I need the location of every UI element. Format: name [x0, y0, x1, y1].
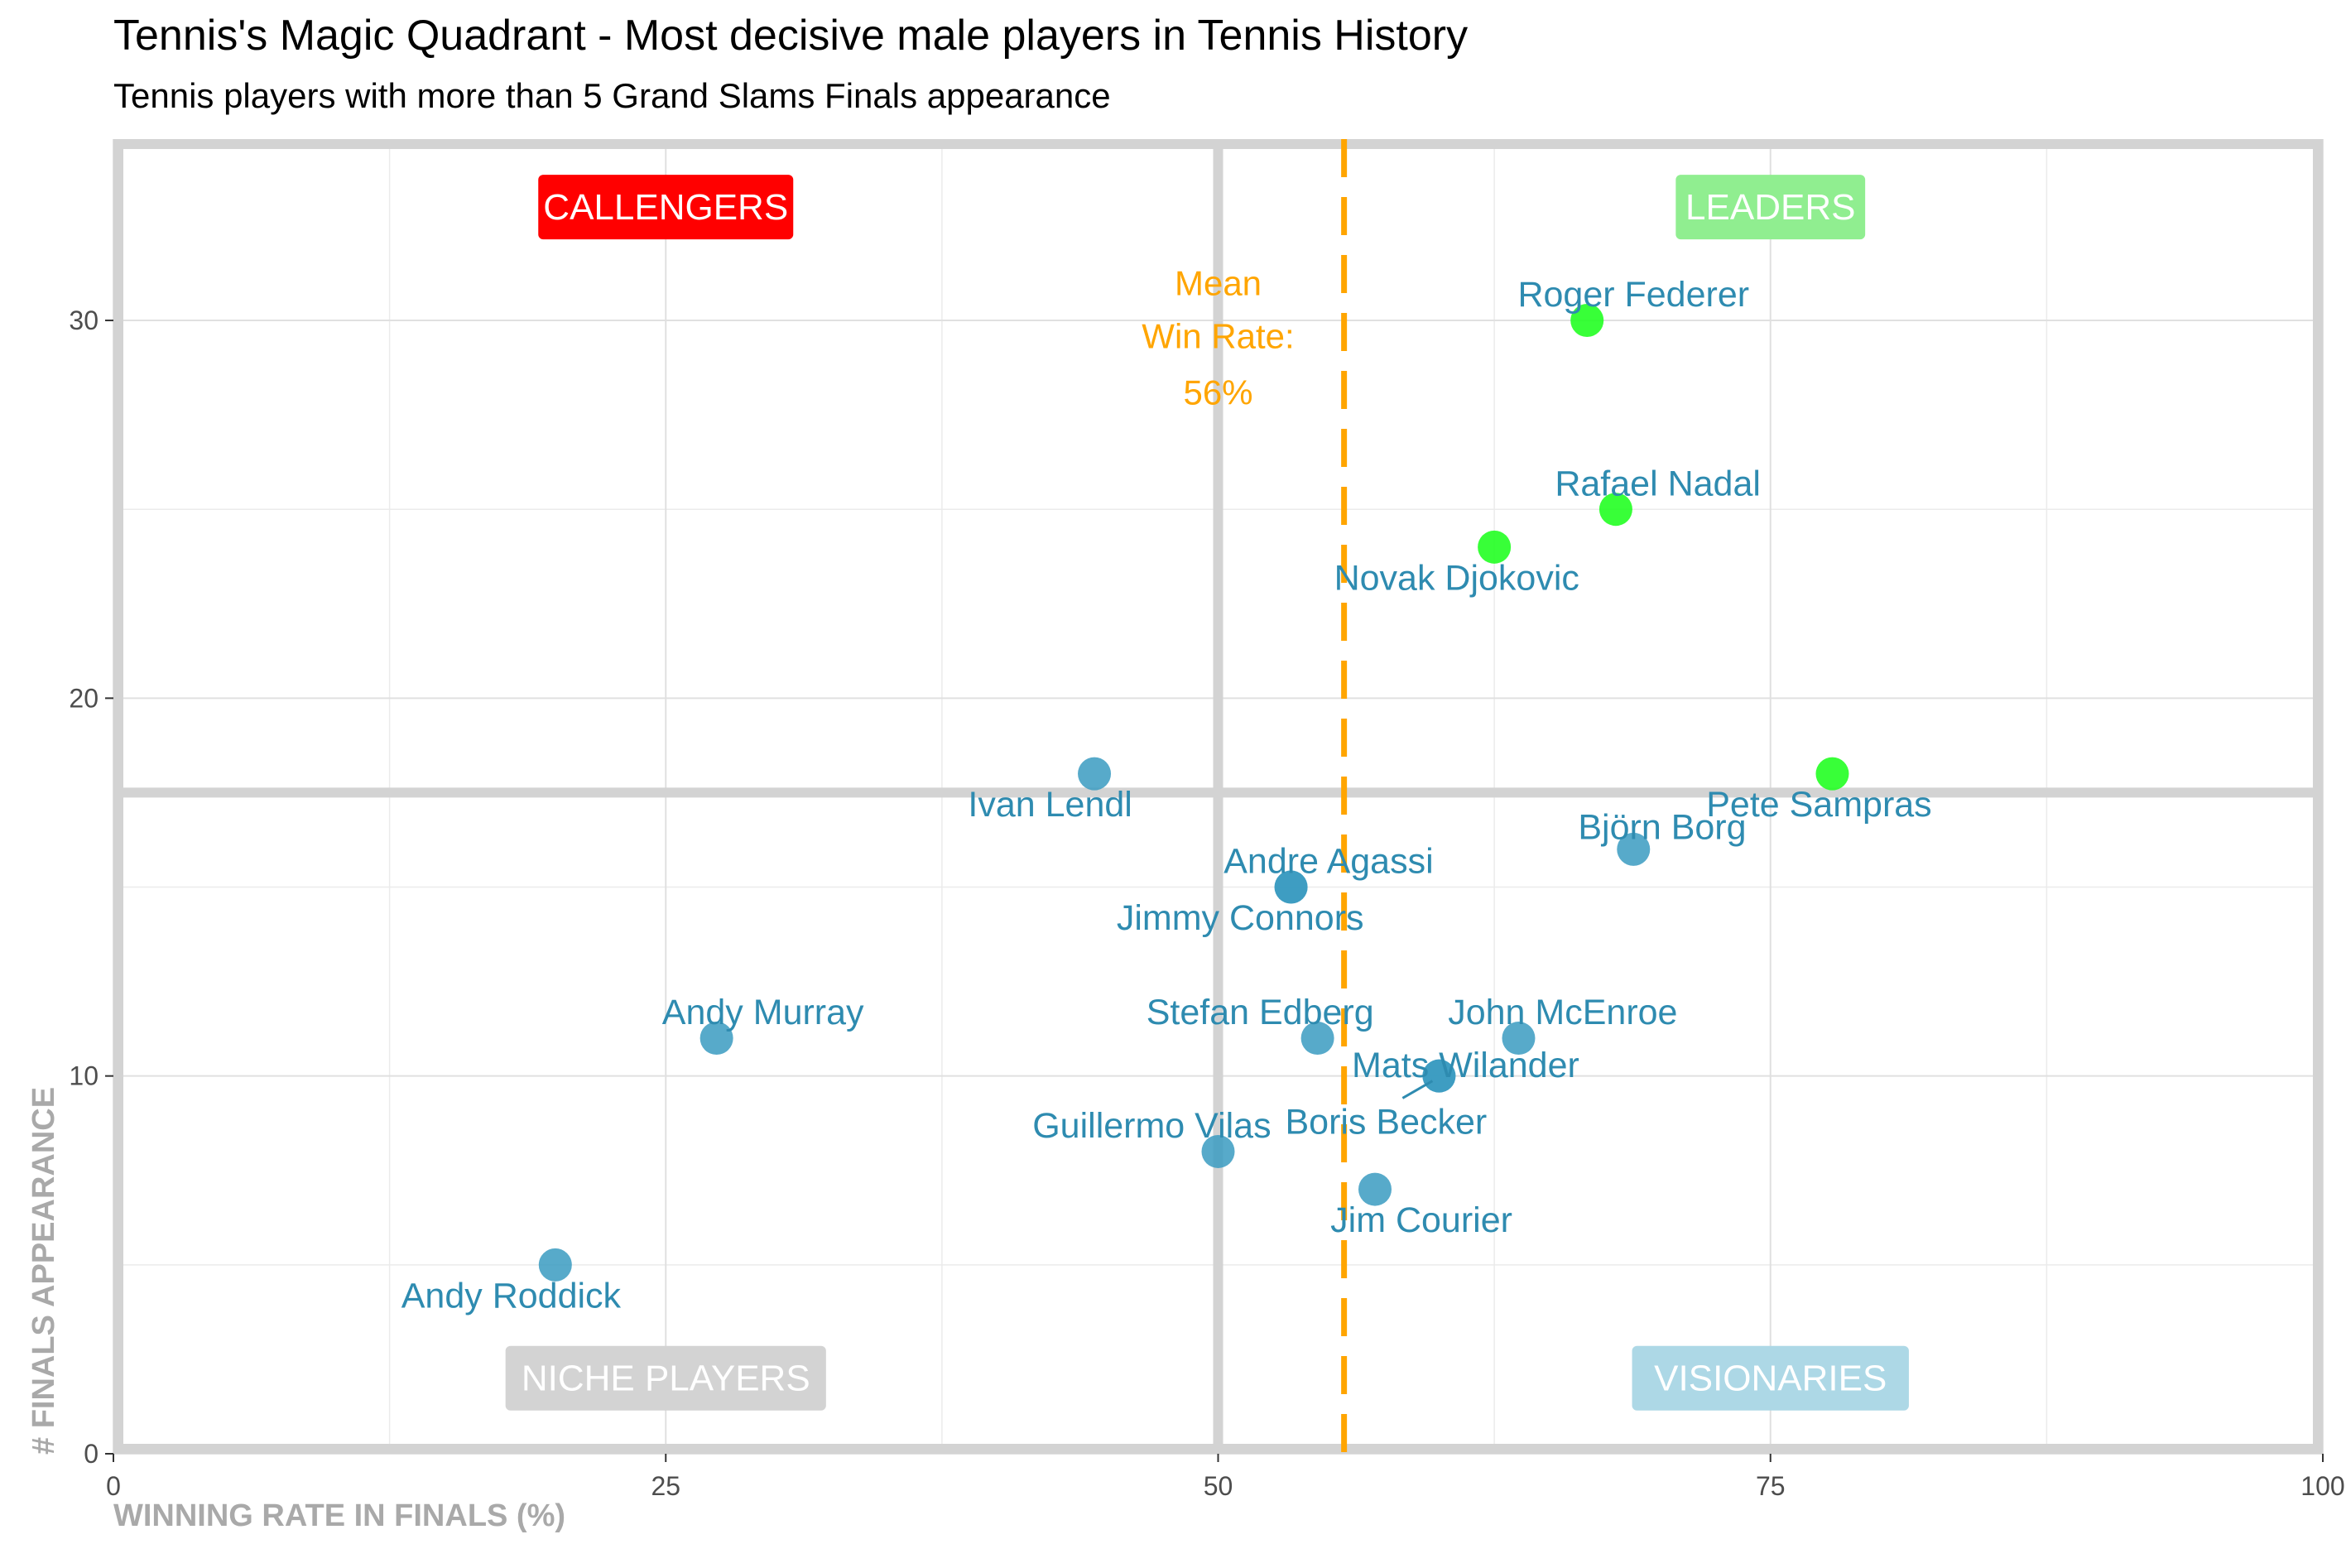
y-axis-title: # FINALS APPEARANCE — [26, 1087, 61, 1455]
point-label-boris-becker: Boris Becker — [1285, 1102, 1487, 1142]
x-tick-label: 50 — [1204, 1471, 1233, 1501]
quadrant-label-box — [1675, 175, 1866, 240]
point-label-roger-federer: Roger Federer — [1517, 275, 1749, 315]
quadrant-label-box — [505, 1345, 826, 1411]
point-label-rafael-nadal: Rafael Nadal — [1555, 464, 1761, 503]
x-tick-label: 0 — [106, 1471, 121, 1501]
quadrant-label-text: CALLENGERS — [543, 187, 788, 228]
quadrant-label-callengers: CALLENGERS — [538, 175, 794, 240]
chart-subtitle: Tennis players with more than 5 Grand Sl… — [113, 76, 1111, 115]
quadrant-label-text: NICHE PLAYERS — [522, 1359, 810, 1399]
data-point-bj-rn-borg — [1617, 832, 1651, 866]
point-label-bj-rn-borg: Björn Borg — [1578, 808, 1746, 848]
mean-win-rate-label: Win Rate: — [1142, 316, 1294, 355]
point-label-andre-agassi: Andre Agassi — [1223, 842, 1433, 882]
plot-area: Mean Win Rate: 56% CALLENGERS LEADERS NICHE P… — [69, 139, 2345, 1501]
data-point-stefan-edberg — [1300, 1022, 1334, 1056]
x-tick-label: 25 — [651, 1471, 680, 1501]
point-label-novak-djokovic: Novak Djokovic — [1334, 558, 1579, 598]
data-point-john-mcenroe — [1502, 1022, 1536, 1056]
data-point-guillermo-vilas — [1201, 1134, 1235, 1168]
data-point-ivan-lendl — [1078, 757, 1112, 791]
point-label-john-mcenroe: John McEnroe — [1448, 993, 1677, 1032]
mean-win-rate-label: Mean — [1175, 263, 1262, 302]
mean-win-rate-label: 56% — [1183, 373, 1252, 412]
y-tick-label: 0 — [84, 1439, 99, 1469]
data-point-novak-djokovic — [1478, 530, 1512, 564]
quadrant-label-leaders: LEADERS — [1675, 175, 1866, 240]
data-point-jimmy-connors — [1274, 870, 1308, 904]
point-label-jim-courier: Jim Courier — [1330, 1200, 1512, 1240]
point-label-pete-sampras: Pete Sampras — [1706, 785, 1931, 825]
data-point-andy-murray — [699, 1022, 733, 1056]
point-label-jimmy-connors: Jimmy Connors — [1117, 898, 1364, 938]
data-point-rafael-nadal — [1598, 493, 1632, 527]
point-label-stefan-edberg: Stefan Edberg — [1147, 993, 1374, 1032]
data-point-andy-roddick — [538, 1248, 572, 1282]
label-leader-line — [1401, 1080, 1434, 1099]
y-tick-label: 20 — [69, 683, 99, 713]
data-point-roger-federer — [1570, 304, 1604, 338]
chart-title: Tennis's Magic Quadrant - Most decisive … — [113, 12, 1468, 60]
quadrant-label-box — [1632, 1345, 1909, 1411]
point-label-andy-murray: Andy Murray — [662, 993, 864, 1032]
x-tick-label: 75 — [1756, 1471, 1786, 1501]
x-tick-label: 100 — [2300, 1471, 2344, 1501]
point-label-mats-wilander: Mats Wilander — [1352, 1046, 1579, 1085]
data-point-pete-sampras — [1815, 757, 1849, 791]
y-tick-label: 10 — [69, 1061, 99, 1091]
quadrant-label-box — [538, 175, 794, 240]
y-tick-label: 30 — [69, 305, 99, 335]
point-label-ivan-lendl: Ivan Lendl — [968, 785, 1132, 825]
quadrant-label-text: VISIONARIES — [1654, 1359, 1887, 1399]
quadrant-label-niche-players: NICHE PLAYERS — [505, 1345, 826, 1411]
data-point-boris-becker — [1422, 1059, 1456, 1093]
quadrant-label-text: LEADERS — [1685, 187, 1855, 228]
data-point-jim-courier — [1358, 1172, 1392, 1206]
point-label-andy-roddick: Andy Roddick — [401, 1276, 622, 1315]
point-label-guillermo-vilas: Guillermo Vilas — [1032, 1106, 1271, 1146]
quadrant-label-visionaries: VISIONARIES — [1632, 1345, 1909, 1411]
x-axis-title: WINNING RATE IN FINALS (%) — [113, 1498, 565, 1533]
